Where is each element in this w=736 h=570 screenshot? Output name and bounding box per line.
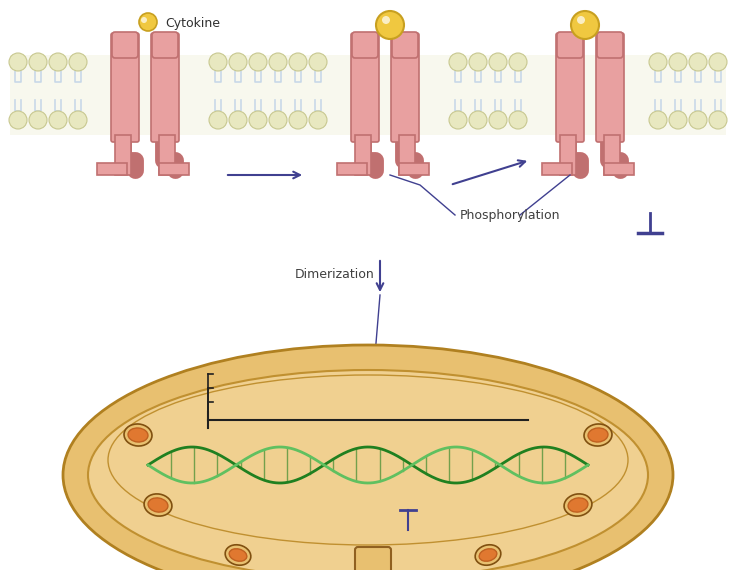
Bar [604,135,620,175]
Bar [159,163,189,175]
FancyBboxPatch shape [597,32,623,58]
Circle shape [571,11,599,39]
Circle shape [229,111,247,129]
FancyBboxPatch shape [112,32,138,58]
Circle shape [449,111,467,129]
Circle shape [709,111,727,129]
Circle shape [139,13,157,31]
Ellipse shape [124,424,152,446]
Circle shape [229,53,247,71]
Bar [542,163,572,175]
FancyBboxPatch shape [352,32,378,58]
Circle shape [9,111,27,129]
Ellipse shape [564,494,592,516]
Bar [337,163,367,175]
FancyBboxPatch shape [391,33,419,142]
Circle shape [269,53,287,71]
FancyBboxPatch shape [392,32,418,58]
Circle shape [69,111,87,129]
Circle shape [29,53,47,71]
Ellipse shape [479,549,497,561]
Text: Dimerization: Dimerization [295,268,375,282]
Ellipse shape [88,370,648,570]
Ellipse shape [475,545,500,565]
Bar [399,163,429,175]
Circle shape [469,111,487,129]
Circle shape [449,53,467,71]
Circle shape [209,53,227,71]
Circle shape [49,53,67,71]
Circle shape [577,16,585,24]
Circle shape [209,111,227,129]
Circle shape [269,111,287,129]
Ellipse shape [225,545,251,565]
Ellipse shape [148,498,168,512]
Circle shape [289,111,307,129]
Circle shape [649,53,667,71]
FancyBboxPatch shape [596,33,624,142]
Circle shape [669,53,687,71]
Circle shape [469,53,487,71]
Text: Phosphorylation: Phosphorylation [460,209,561,222]
Ellipse shape [128,428,148,442]
Text: Cytokine: Cytokine [165,17,220,30]
Circle shape [29,111,47,129]
Ellipse shape [584,424,612,446]
Circle shape [309,111,327,129]
Ellipse shape [63,345,673,570]
Bar [604,163,634,175]
Bar [560,135,576,175]
Circle shape [289,53,307,71]
Ellipse shape [588,428,608,442]
Circle shape [382,16,390,24]
Ellipse shape [144,494,172,516]
Circle shape [249,53,267,71]
Circle shape [489,53,507,71]
Circle shape [649,111,667,129]
Circle shape [509,111,527,129]
Circle shape [141,17,147,23]
Bar [97,163,127,175]
FancyBboxPatch shape [152,32,178,58]
Ellipse shape [229,549,247,561]
Circle shape [689,53,707,71]
Circle shape [49,111,67,129]
Circle shape [709,53,727,71]
Ellipse shape [568,498,588,512]
Circle shape [69,53,87,71]
Circle shape [669,111,687,129]
Circle shape [509,53,527,71]
FancyBboxPatch shape [351,33,379,142]
FancyBboxPatch shape [151,33,179,142]
Bar [355,135,371,175]
Bar [399,135,415,175]
Circle shape [309,53,327,71]
Circle shape [689,111,707,129]
FancyBboxPatch shape [556,33,584,142]
FancyBboxPatch shape [111,33,139,142]
Circle shape [489,111,507,129]
Circle shape [249,111,267,129]
Bar [10,55,726,135]
FancyBboxPatch shape [557,32,583,58]
Circle shape [9,53,27,71]
Bar [159,135,175,175]
Circle shape [376,11,404,39]
Bar [115,135,131,175]
FancyBboxPatch shape [355,547,391,570]
